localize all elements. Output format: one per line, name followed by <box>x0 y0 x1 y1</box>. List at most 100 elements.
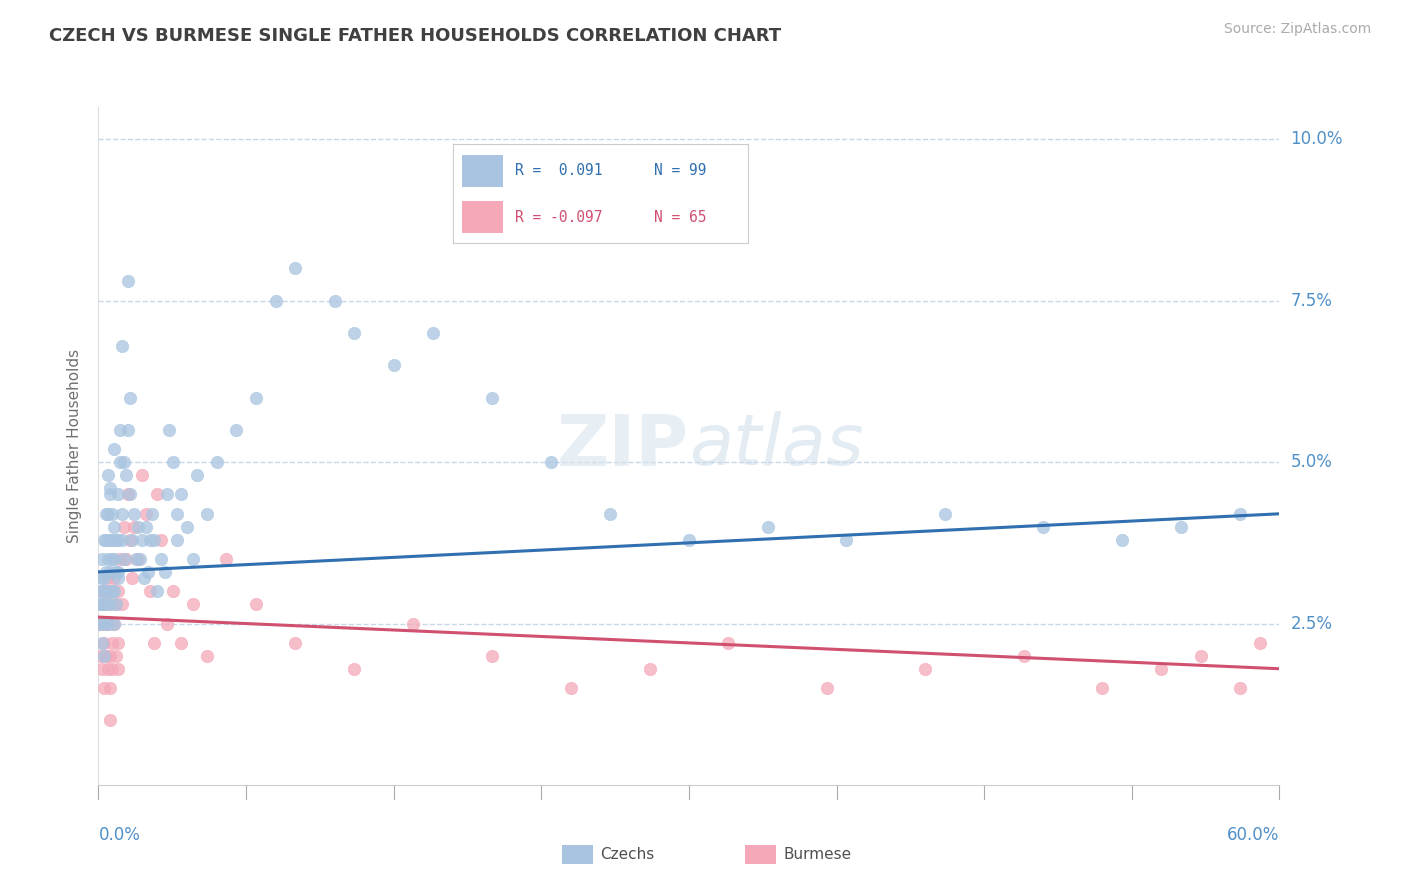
Point <box>481 648 503 663</box>
Point <box>150 533 173 547</box>
Point <box>1249 636 1271 650</box>
Point <box>108 455 131 469</box>
Point <box>112 519 135 533</box>
Point <box>128 552 150 566</box>
Text: R = -0.097: R = -0.097 <box>515 210 602 225</box>
Point <box>176 519 198 533</box>
Text: N = 99: N = 99 <box>654 163 706 178</box>
Point <box>162 455 184 469</box>
Point <box>245 391 267 405</box>
Point <box>89 648 111 663</box>
Point <box>141 507 163 521</box>
Point <box>101 552 124 566</box>
Point <box>131 468 153 483</box>
Point <box>107 533 129 547</box>
Point <box>245 597 267 611</box>
Point <box>166 507 188 521</box>
Point <box>117 487 139 501</box>
Point <box>96 565 118 579</box>
Point <box>1032 519 1054 533</box>
Text: 5.0%: 5.0% <box>1291 453 1333 471</box>
Point <box>105 565 128 579</box>
Point <box>98 681 121 695</box>
Point <box>127 552 149 566</box>
Point <box>157 423 180 437</box>
Point <box>103 442 125 457</box>
Point <box>402 616 425 631</box>
Point <box>121 571 143 585</box>
Point <box>166 533 188 547</box>
Point <box>756 519 779 533</box>
FancyBboxPatch shape <box>461 202 503 233</box>
Point <box>93 681 115 695</box>
Point <box>96 648 118 663</box>
Point <box>107 565 129 579</box>
Point <box>98 533 121 547</box>
Point <box>93 533 115 547</box>
Point <box>135 507 157 521</box>
Point <box>815 681 838 695</box>
Point <box>118 533 141 547</box>
Text: 60.0%: 60.0% <box>1227 826 1279 844</box>
Text: 10.0%: 10.0% <box>1291 130 1343 148</box>
Point <box>1150 662 1173 676</box>
Point <box>934 507 956 521</box>
Point <box>96 533 118 547</box>
Text: CZECH VS BURMESE SINGLE FATHER HOUSEHOLDS CORRELATION CHART: CZECH VS BURMESE SINGLE FATHER HOUSEHOLD… <box>49 27 782 45</box>
Point <box>115 468 138 483</box>
Point <box>284 636 307 650</box>
Text: 2.5%: 2.5% <box>1291 615 1333 632</box>
Point <box>205 455 228 469</box>
Point <box>108 552 131 566</box>
FancyBboxPatch shape <box>461 155 503 186</box>
Point <box>93 648 115 663</box>
Point <box>717 636 740 650</box>
Point <box>112 455 135 469</box>
Point <box>111 597 134 611</box>
Point <box>481 391 503 405</box>
Point <box>1170 519 1192 533</box>
Point <box>678 533 700 547</box>
Point <box>101 636 124 650</box>
Point <box>1091 681 1114 695</box>
Point <box>111 533 134 547</box>
Point <box>98 487 121 501</box>
Point <box>118 391 141 405</box>
Point <box>121 533 143 547</box>
Point <box>117 423 139 437</box>
Point <box>96 597 118 611</box>
Point <box>599 507 621 521</box>
Point <box>142 533 165 547</box>
Point <box>284 261 307 276</box>
Point <box>343 326 366 340</box>
Point <box>638 662 661 676</box>
Point <box>1111 533 1133 547</box>
Point <box>323 293 346 308</box>
Point <box>97 616 120 631</box>
Point <box>107 571 129 585</box>
Point <box>156 616 179 631</box>
Point <box>264 293 287 308</box>
Point <box>112 552 135 566</box>
Point <box>162 584 184 599</box>
Point <box>146 487 169 501</box>
Point <box>98 597 121 611</box>
Text: R =  0.091: R = 0.091 <box>515 163 602 178</box>
Point <box>111 339 134 353</box>
Point <box>96 507 118 521</box>
Point <box>103 616 125 631</box>
Point <box>105 597 128 611</box>
Point <box>215 552 238 566</box>
Point <box>131 533 153 547</box>
Point <box>105 597 128 611</box>
Point <box>107 487 129 501</box>
Text: Czechs: Czechs <box>600 847 655 862</box>
Point <box>150 552 173 566</box>
Point <box>146 584 169 599</box>
Point <box>103 616 125 631</box>
Point <box>91 584 114 599</box>
Point <box>103 519 125 533</box>
Point <box>107 662 129 676</box>
Point <box>136 565 159 579</box>
Point <box>138 584 160 599</box>
